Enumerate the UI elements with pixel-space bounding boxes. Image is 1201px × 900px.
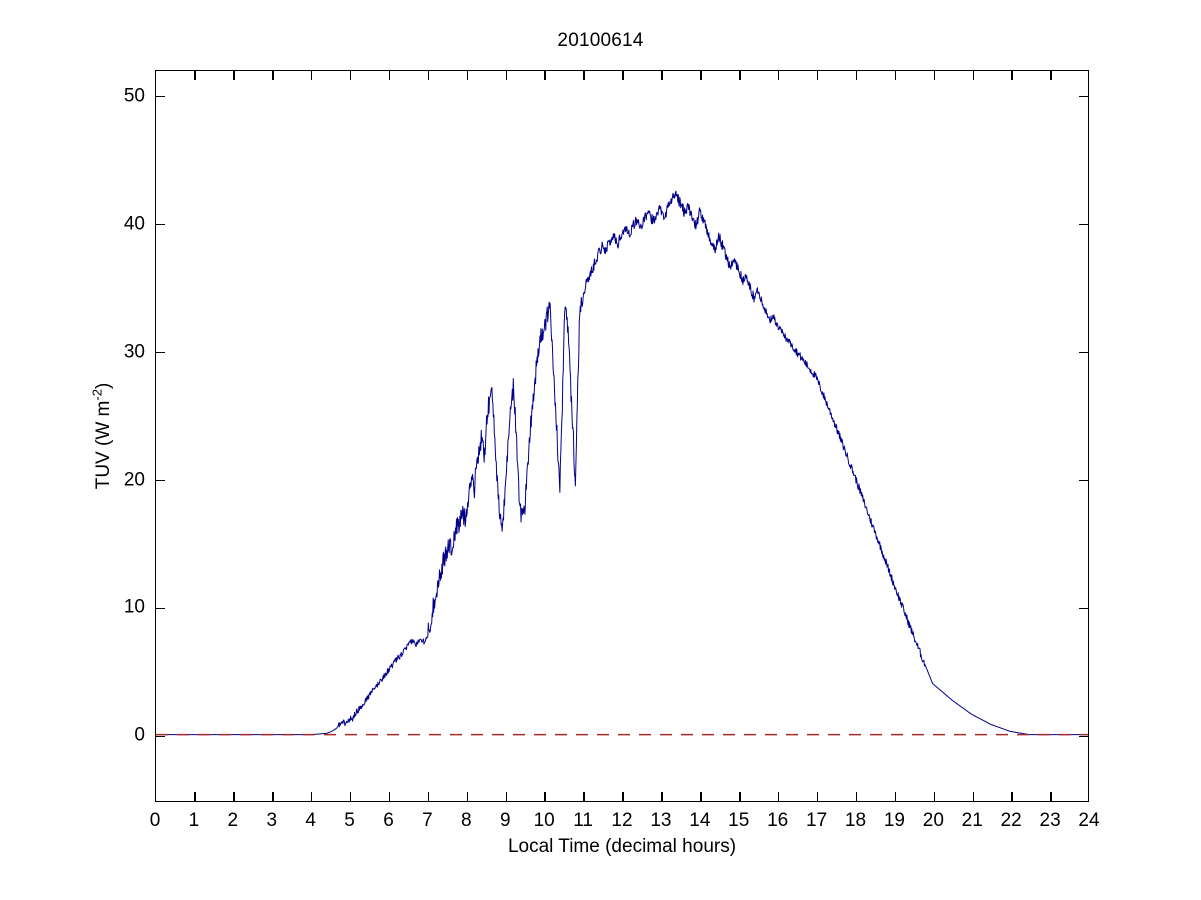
x-tick-label: 23 — [1039, 810, 1061, 831]
y-tick-label: 50 — [123, 85, 145, 107]
x-tick-label: 7 — [422, 810, 433, 831]
y-tick-left — [156, 95, 165, 98]
x-tick-bottom — [466, 792, 469, 801]
x-tick-top — [816, 71, 819, 80]
x-tick-label: 20 — [922, 810, 944, 831]
x-tick-bottom — [583, 792, 585, 801]
x-tick-top — [1050, 71, 1052, 80]
x-tick-bottom — [1050, 792, 1052, 801]
data-plot-svg — [156, 71, 1088, 801]
x-tick-bottom — [933, 792, 936, 801]
x-tick-label: 16 — [767, 810, 789, 831]
y-tick-left — [156, 351, 165, 354]
y-tick-label: 0 — [134, 724, 145, 746]
y-tick-right — [1079, 607, 1088, 610]
x-tick-bottom — [661, 792, 663, 801]
chart-title: 20100614 — [0, 30, 1201, 52]
x-tick-bottom — [505, 792, 507, 801]
x-tick-top — [972, 71, 974, 80]
x-tick-top — [1011, 71, 1013, 80]
x-tick-bottom — [816, 792, 819, 801]
x-tick-bottom — [855, 792, 858, 801]
x-tick-label: 15 — [728, 810, 750, 831]
x-tick-label: 17 — [806, 810, 828, 831]
x-tick-bottom — [272, 792, 274, 801]
x-tick-top — [505, 71, 507, 80]
x-tick-bottom — [972, 792, 974, 801]
x-tick-bottom — [388, 792, 391, 801]
x-tick-label: 4 — [305, 810, 316, 831]
x-tick-bottom — [700, 792, 702, 801]
x-tick-top — [739, 71, 741, 80]
y-tick-label: 10 — [123, 596, 145, 618]
x-tick-label: 21 — [961, 810, 983, 831]
x-tick-top — [194, 71, 196, 80]
x-axis-label: Local Time (decimal hours) — [507, 836, 737, 857]
x-tick-label: 22 — [1000, 810, 1022, 831]
x-tick-bottom — [194, 792, 196, 801]
x-tick-top — [777, 71, 780, 80]
y-tick-right — [1079, 95, 1088, 98]
x-tick-label: 13 — [650, 810, 672, 831]
y-tick-left — [156, 607, 165, 610]
x-tick-top — [583, 71, 585, 80]
x-tick-label: 1 — [188, 810, 200, 831]
x-tick-top — [622, 71, 624, 80]
x-tick-label: 3 — [266, 810, 278, 831]
x-tick-label: 14 — [689, 810, 711, 831]
chart-title-text: 20100614 — [557, 30, 644, 51]
x-tick-bottom — [894, 792, 897, 801]
x-tick-top — [466, 71, 469, 80]
series-line-TUV — [156, 191, 1088, 734]
y-tick-right — [1079, 479, 1088, 482]
x-tick-label: 9 — [499, 810, 511, 831]
x-tick-bottom — [544, 792, 546, 801]
x-tick-top — [349, 71, 352, 80]
x-tick-label: 2 — [227, 810, 239, 831]
x-tick-label: 24 — [1078, 810, 1100, 831]
x-tick-bottom — [622, 792, 624, 801]
y-tick-right — [1079, 351, 1088, 354]
x-tick-top — [544, 71, 546, 80]
y-tick-left — [156, 479, 165, 482]
y-tick-right — [1079, 223, 1088, 226]
x-tick-top — [855, 71, 858, 80]
y-axis-label-exponent: -2 — [89, 389, 105, 401]
x-tick-label: 8 — [461, 810, 472, 831]
x-tick-bottom — [310, 792, 313, 801]
y-tick-right — [1079, 735, 1088, 738]
x-tick-label: 12 — [611, 810, 633, 831]
x-tick-label: 10 — [533, 810, 555, 831]
x-tick-top — [388, 71, 391, 80]
x-tick-top — [233, 71, 235, 80]
y-tick-label: 20 — [123, 469, 145, 490]
x-tick-label: 11 — [573, 810, 593, 831]
x-tick-top — [272, 71, 274, 80]
x-tick-top — [427, 71, 430, 80]
y-axis-label-tail: ) — [93, 382, 114, 390]
x-tick-bottom — [233, 792, 235, 801]
x-tick-top — [933, 71, 936, 80]
x-tick-label: 5 — [344, 810, 355, 831]
x-tick-top — [661, 71, 663, 80]
plot-area — [155, 70, 1089, 802]
y-tick-label: 40 — [123, 213, 145, 235]
x-tick-label: 0 — [149, 810, 161, 831]
y-tick-label: 30 — [123, 341, 145, 363]
x-tick-bottom — [777, 792, 780, 801]
x-tick-label: 19 — [883, 810, 905, 831]
y-tick-left — [156, 223, 165, 226]
x-tick-top — [310, 71, 313, 80]
x-tick-top — [700, 71, 702, 80]
x-tick-label: 6 — [383, 810, 394, 831]
x-tick-label: 18 — [844, 810, 867, 831]
x-tick-bottom — [1011, 792, 1013, 801]
x-tick-bottom — [427, 792, 430, 801]
x-tick-bottom — [739, 792, 741, 801]
x-tick-bottom — [349, 792, 352, 801]
y-tick-left — [156, 735, 165, 738]
x-tick-top — [894, 71, 897, 80]
